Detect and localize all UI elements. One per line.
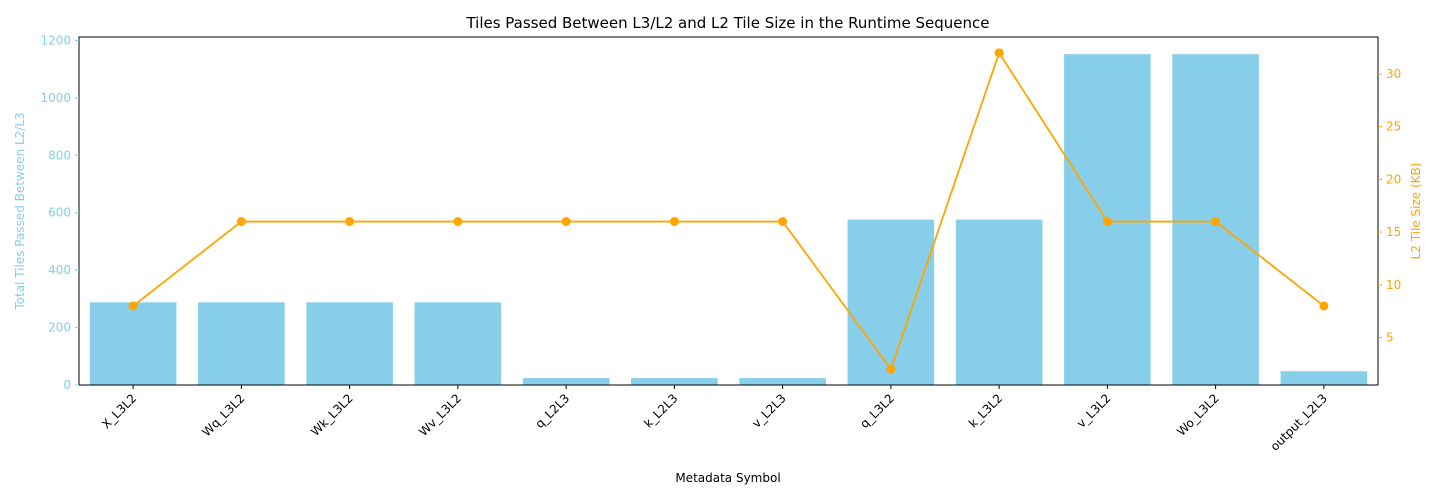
line-point — [994, 48, 1004, 58]
bar — [414, 302, 502, 385]
line-point — [1102, 217, 1112, 227]
x-tick-label: k_L2L3 — [641, 391, 680, 430]
y-left-tick-label: 800 — [48, 148, 71, 162]
chart-title: Tiles Passed Between L3/L2 and L2 Tile S… — [465, 14, 989, 32]
x-tick-label: X_L3L2 — [99, 391, 139, 431]
y-left-tick-label: 400 — [48, 263, 71, 277]
line-path — [132, 50, 1325, 372]
line-point — [128, 301, 138, 311]
y-left-tick-label: 600 — [48, 206, 71, 220]
y-left-tick-label: 200 — [48, 321, 71, 335]
line-point — [778, 217, 788, 227]
bar — [739, 378, 826, 385]
bar — [522, 378, 610, 385]
x-tick-label: Wk_L3L2 — [308, 391, 356, 439]
line-point — [1211, 217, 1221, 227]
x-tick-label: Wo_L3L2 — [1174, 391, 1221, 438]
bar — [631, 378, 718, 385]
y-right-tick-label: 5 — [1386, 331, 1394, 345]
line-point — [561, 217, 571, 227]
bar — [306, 302, 393, 385]
y-left-tick-label: 1200 — [40, 33, 71, 47]
y-left-tick-label: 0 — [63, 378, 71, 392]
x-tick-label: v_L3L2 — [1074, 391, 1113, 430]
x-tick-label: Wv_L3L2 — [416, 391, 464, 439]
line-point — [236, 217, 246, 227]
x-tick-label: v_L2L3 — [749, 391, 788, 430]
line-point — [345, 217, 355, 227]
bar — [1280, 371, 1368, 385]
bar — [198, 302, 285, 385]
y-right-tick-label: 30 — [1386, 67, 1401, 81]
bar — [847, 219, 935, 385]
x-tick-label: Wq_L3L2 — [199, 391, 247, 439]
y-right-tick-label: 15 — [1386, 225, 1401, 239]
y-right-tick-label: 20 — [1386, 172, 1401, 186]
x-tick-label: q_L2L3 — [532, 391, 572, 431]
y-axis-right-label: L2 Tile Size (KB) — [1409, 163, 1423, 260]
bar — [89, 302, 177, 385]
line-point — [453, 217, 463, 227]
y-right-tick-label: 10 — [1386, 278, 1401, 292]
line-point — [1319, 301, 1329, 311]
x-tick-label: q_L3L2 — [857, 391, 897, 431]
x-tick-label: k_L3L2 — [966, 391, 1005, 430]
plot-frame — [78, 36, 1379, 386]
x-axis-label: Metadata Symbol — [675, 471, 780, 485]
line-point — [886, 364, 896, 374]
line-point — [669, 217, 679, 227]
line-series — [128, 48, 1329, 374]
y-left-tick-label: 1000 — [40, 91, 71, 105]
y-right-tick-label: 25 — [1386, 120, 1401, 134]
bar — [955, 219, 1043, 385]
bar-series — [89, 54, 1368, 385]
x-tick-label: output_L2L3 — [1268, 391, 1330, 453]
y-axis-left-label: Total Tiles Passed Between L2/L3 — [13, 112, 27, 310]
